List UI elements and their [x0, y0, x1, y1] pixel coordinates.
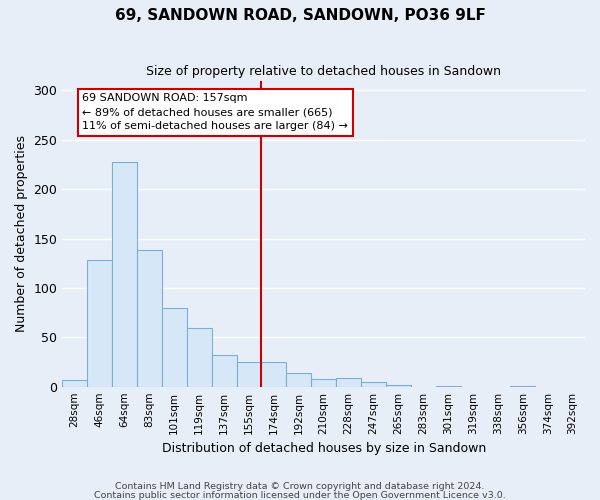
Bar: [162, 308, 187, 386]
Bar: [262, 362, 286, 386]
Bar: [112, 162, 137, 386]
Bar: [212, 355, 236, 386]
Bar: [336, 378, 361, 386]
Bar: [236, 362, 262, 386]
Bar: [187, 328, 212, 386]
X-axis label: Distribution of detached houses by size in Sandown: Distribution of detached houses by size …: [161, 442, 486, 455]
Text: Contains HM Land Registry data © Crown copyright and database right 2024.: Contains HM Land Registry data © Crown c…: [115, 482, 485, 491]
Bar: [361, 382, 386, 386]
Text: Contains public sector information licensed under the Open Government Licence v3: Contains public sector information licen…: [94, 490, 506, 500]
Text: 69, SANDOWN ROAD, SANDOWN, PO36 9LF: 69, SANDOWN ROAD, SANDOWN, PO36 9LF: [115, 8, 485, 22]
Bar: [137, 250, 162, 386]
Text: 69 SANDOWN ROAD: 157sqm
← 89% of detached houses are smaller (665)
11% of semi-d: 69 SANDOWN ROAD: 157sqm ← 89% of detache…: [82, 94, 348, 132]
Bar: [286, 373, 311, 386]
Bar: [87, 260, 112, 386]
Y-axis label: Number of detached properties: Number of detached properties: [15, 135, 28, 332]
Bar: [311, 379, 336, 386]
Bar: [62, 380, 87, 386]
Bar: [386, 384, 411, 386]
Title: Size of property relative to detached houses in Sandown: Size of property relative to detached ho…: [146, 65, 501, 78]
